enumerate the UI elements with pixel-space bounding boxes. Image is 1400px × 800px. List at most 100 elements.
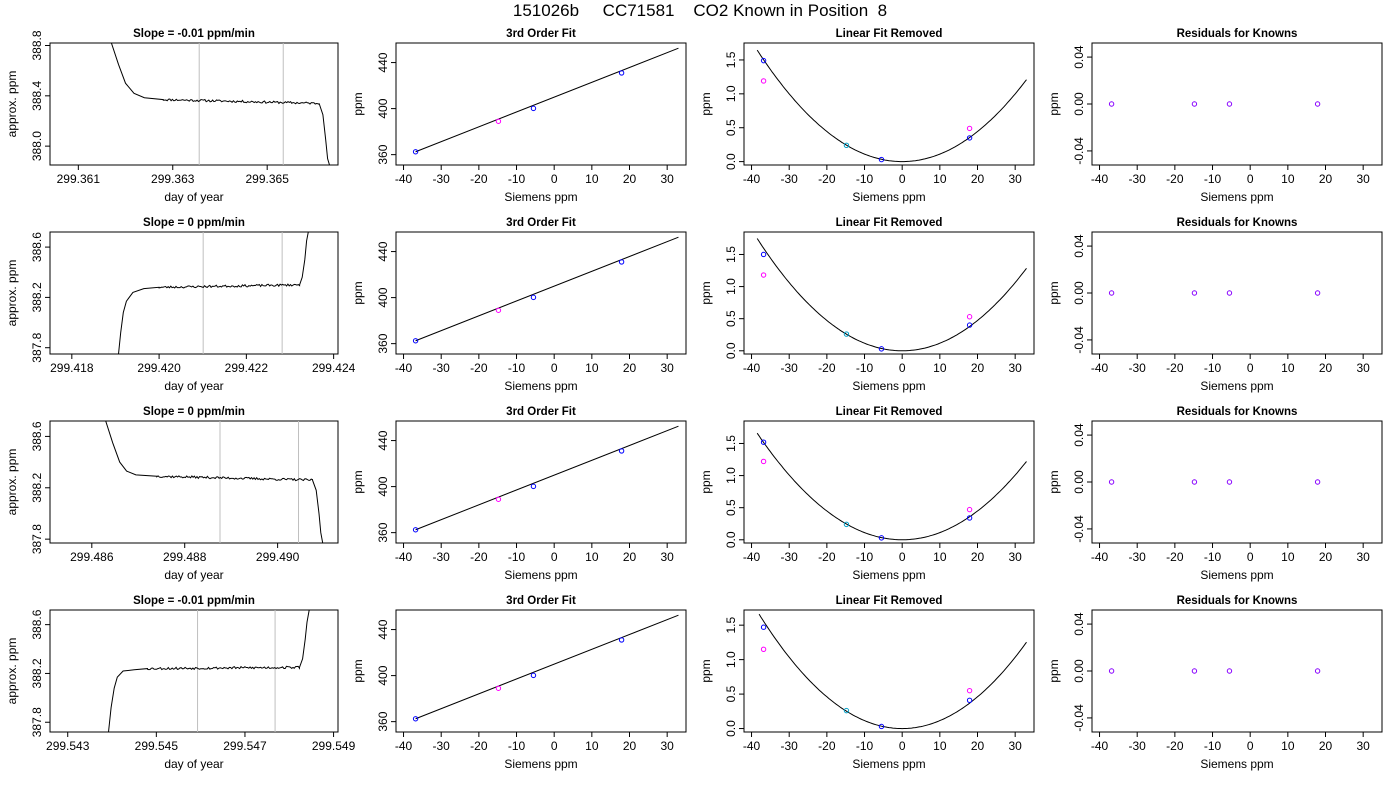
x-tick-label: 30 — [1008, 550, 1022, 564]
plot-frame — [743, 231, 1035, 355]
plot-area — [756, 238, 1027, 352]
panel-trace-row-1: Slope = -0.01 ppm/min 299.361 299.363 299.3… — [5, 28, 339, 204]
x-tick-label: -40 — [395, 361, 413, 375]
plot-area — [105, 421, 324, 543]
data-point — [495, 307, 502, 313]
data-point — [760, 78, 767, 84]
x-tick-label: 10 — [1281, 172, 1295, 186]
panel-trace-row-4: Slope = -0.01 ppm/min 299.543 299.545 299.5… — [5, 595, 356, 771]
y-tick-label: 0.00 — [1072, 92, 1086, 116]
panel-fit3-row-2: 3rd Order Fit -40 -30 -20 -10 0 10 20 30 360 400 44… — [351, 217, 687, 393]
data-point — [1191, 290, 1198, 296]
y-tick-label: 0.04 — [1072, 423, 1086, 447]
y-tick-label: 400 — [376, 476, 390, 496]
panel-resid-row-2: Residuals for Knowns -40 -30 -20 -10 0 10 20 30 -… — [1047, 217, 1383, 393]
panel-title: Slope = 0 ppm/min — [143, 406, 245, 418]
x-tick-label: 10 — [933, 739, 947, 753]
quadratic-curve — [758, 613, 1027, 730]
data-point — [843, 331, 850, 337]
x-axis-label: Siemens ppm — [1200, 757, 1273, 771]
y-tick-label: 400 — [376, 665, 390, 685]
panel-title: Linear Fit Removed — [836, 595, 943, 607]
x-tick-label: -30 — [433, 739, 451, 753]
y-tick-label: 387.8 — [30, 707, 44, 737]
x-tick-label: 10 — [1281, 739, 1295, 753]
y-tick-label: 388.6 — [30, 421, 44, 451]
x-axis-label: Siemens ppm — [1200, 190, 1273, 204]
y-tick-label: 0.04 — [1072, 234, 1086, 258]
x-tick-label: 20 — [971, 361, 985, 375]
fit-line — [415, 47, 679, 153]
x-tick-label: -40 — [1091, 172, 1109, 186]
x-tick-label: -20 — [818, 361, 836, 375]
x-tick-label: 299.424 — [312, 361, 356, 375]
x-tick-label: -20 — [818, 172, 836, 186]
x-tick-label: 299.363 — [151, 172, 195, 186]
y-tick-label: 0.5 — [724, 119, 738, 136]
y-axis-label: ppm — [699, 470, 713, 493]
y-tick-label: 388.0 — [30, 131, 44, 161]
data-point — [530, 672, 537, 679]
data-point — [618, 259, 625, 265]
y-tick-label: 388.2 — [30, 658, 44, 688]
y-tick-label: 0.00 — [1072, 470, 1086, 494]
panel-title: Slope = -0.01 ppm/min — [133, 595, 255, 607]
plot-frame — [49, 609, 339, 733]
panel-linres-row-1: Linear Fit Removed -40 -30 -20 -10 0 10 20 30 0.0… — [699, 28, 1035, 204]
x-tick-label: -30 — [433, 550, 451, 564]
x-tick-label: 20 — [623, 739, 637, 753]
x-tick-label: 30 — [660, 739, 674, 753]
y-axis-label: ppm — [699, 281, 713, 304]
y-tick-label: 440 — [376, 430, 390, 450]
signal-trace — [105, 421, 324, 543]
x-tick-label: 20 — [1319, 550, 1333, 564]
data-point — [1108, 668, 1115, 674]
panel-linres-row-3: Linear Fit Removed -40 -30 -20 -10 0 10 20 30 0.0… — [699, 406, 1035, 582]
x-tick-label: -20 — [470, 739, 488, 753]
quadratic-curve — [756, 49, 1027, 163]
data-point — [760, 272, 767, 278]
x-tick-label: -40 — [395, 550, 413, 564]
data-point — [760, 57, 767, 64]
data-point — [760, 624, 767, 630]
y-axis-label: ppm — [1047, 92, 1061, 115]
x-axis-label: Siemens ppm — [852, 757, 925, 771]
y-tick-label: 1.5 — [724, 616, 738, 633]
plot-area — [108, 610, 310, 732]
plot-frame — [49, 231, 339, 355]
x-axis-label: Siemens ppm — [504, 190, 577, 204]
signal-trace — [118, 232, 309, 354]
x-tick-label: 0 — [1247, 172, 1254, 186]
x-axis-label: day of year — [164, 379, 223, 393]
x-tick-label: -30 — [781, 550, 799, 564]
x-tick-label: 20 — [971, 172, 985, 186]
plot-frame — [395, 231, 687, 355]
plot-area — [415, 425, 679, 531]
data-point — [1108, 101, 1115, 107]
panel-trace-row-3: Slope = 0 ppm/min 299.486 299.488 299.490 38… — [5, 406, 339, 582]
y-tick-label: 0.00 — [1072, 659, 1086, 683]
x-axis-label: Siemens ppm — [852, 568, 925, 582]
x-tick-label: -10 — [508, 739, 526, 753]
signal-trace — [110, 43, 330, 165]
panel-title: 3rd Order Fit — [506, 595, 576, 607]
panel-title: Residuals for Knowns — [1177, 28, 1298, 40]
data-point — [878, 156, 885, 163]
y-tick-label: -0.04 — [1072, 326, 1086, 354]
y-tick-label: 0.5 — [724, 685, 738, 702]
y-tick-label: 0.0 — [724, 720, 738, 737]
y-tick-label: 440 — [376, 241, 390, 261]
data-point — [843, 142, 850, 149]
x-tick-label: -40 — [743, 172, 761, 186]
x-tick-label: 30 — [1008, 739, 1022, 753]
data-point — [1314, 668, 1321, 674]
x-tick-label: 0 — [899, 739, 906, 753]
data-point — [878, 346, 885, 352]
x-tick-label: -30 — [1129, 550, 1147, 564]
x-axis-label: Siemens ppm — [852, 379, 925, 393]
y-axis-label: approx. ppm — [5, 71, 19, 138]
x-tick-label: 10 — [585, 172, 599, 186]
data-point — [966, 135, 973, 141]
x-tick-label: -20 — [1166, 739, 1184, 753]
y-axis-label: ppm — [699, 659, 713, 682]
